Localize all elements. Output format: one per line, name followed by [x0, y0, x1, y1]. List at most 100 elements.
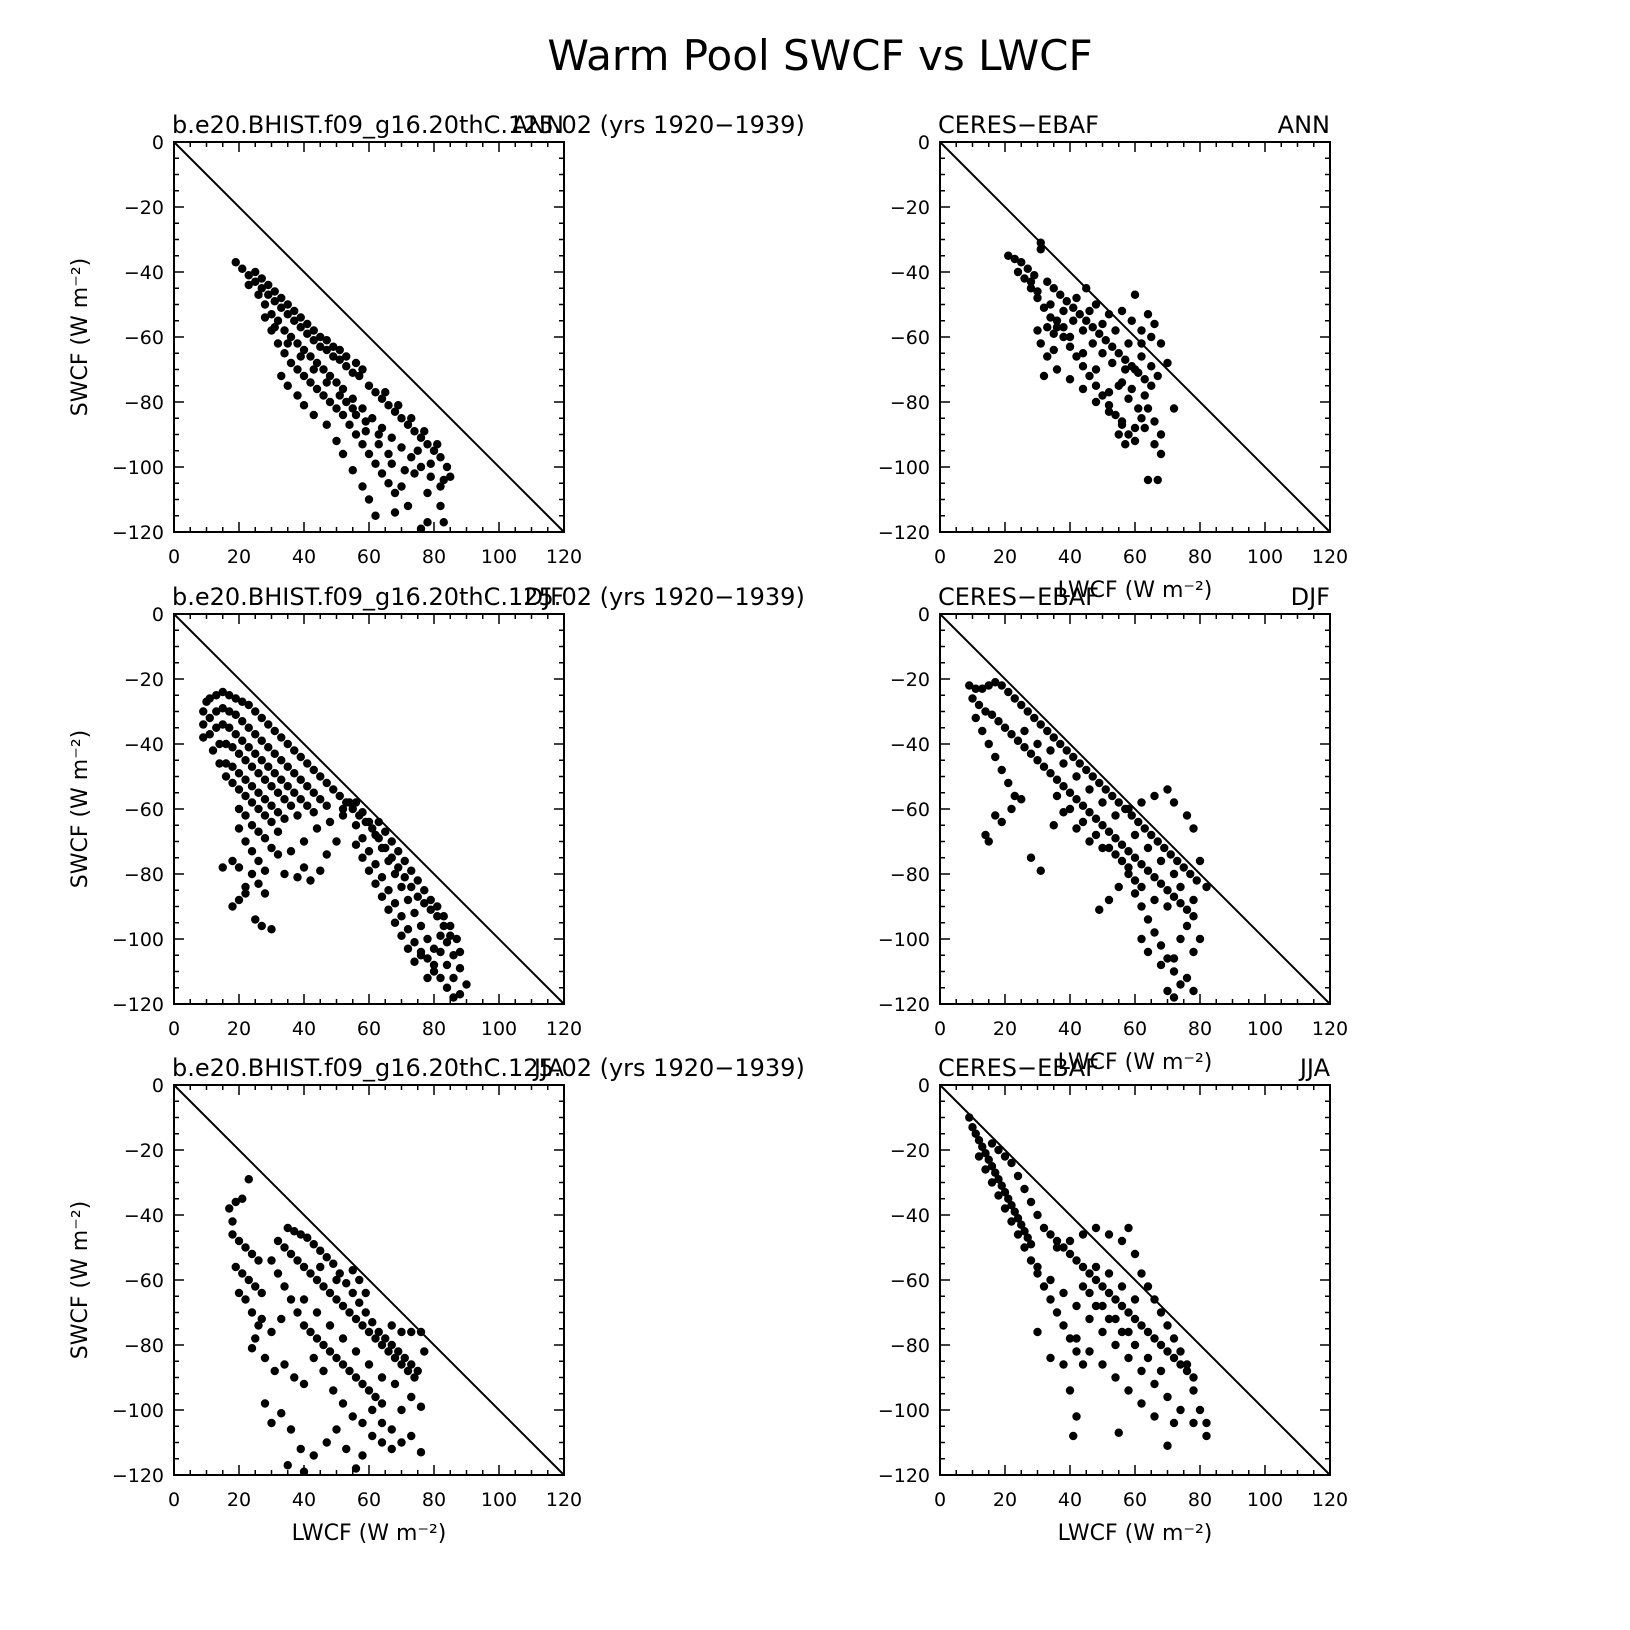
scatter-point [1078, 362, 1088, 371]
scatter-point [978, 684, 987, 693]
x-tick-label: 60 [1123, 1018, 1147, 1040]
scatter-point [1039, 762, 1049, 771]
scatter-point [1078, 1230, 1088, 1239]
scatter-point [286, 847, 296, 856]
scatter-point [264, 720, 273, 729]
scatter-point [244, 700, 253, 710]
scatter-point [1143, 843, 1153, 853]
scatter-point [1169, 954, 1179, 963]
scatter-point [423, 973, 432, 983]
scatter-point [384, 856, 393, 866]
scatter-point [436, 973, 445, 983]
scatter-point [234, 804, 244, 814]
scatter-point [387, 837, 396, 846]
scatter-point [1085, 371, 1094, 381]
scatter-point [1156, 339, 1166, 348]
scatter-point [218, 704, 227, 713]
scatter-point [446, 472, 455, 481]
scatter-point [1137, 1269, 1146, 1278]
scatter-point [1033, 1210, 1042, 1220]
scatter-point [407, 882, 416, 892]
scatter-point [368, 1405, 377, 1415]
scatter-point [1020, 1227, 1029, 1236]
scatter-point [1036, 238, 1045, 247]
scatter-point [1189, 1386, 1198, 1395]
scatter-point [1108, 791, 1117, 801]
scatter-point [290, 769, 299, 778]
scatter-point [1033, 1269, 1042, 1278]
scatter-point [1085, 837, 1094, 846]
scatter-point [1130, 830, 1140, 840]
scatter-point [260, 775, 270, 784]
y-tick-label: −20 [124, 669, 164, 691]
scatter-point [374, 817, 383, 827]
scatter-point [322, 420, 331, 429]
scatter-point [1000, 1204, 1010, 1213]
axis-ticks [939, 1084, 1331, 1476]
scatter-point [1104, 388, 1114, 397]
scatter-point [1026, 1256, 1036, 1265]
scatter-point [1085, 1269, 1094, 1278]
scatter-point [358, 853, 367, 862]
scatter-point [290, 316, 299, 325]
scatter-point [387, 459, 396, 468]
scatter-point [371, 879, 380, 888]
scatter-point [264, 280, 273, 290]
scatter-point [228, 1230, 237, 1239]
scatter-point [1124, 394, 1133, 403]
scatter-point [1117, 417, 1127, 426]
scatter-point [361, 427, 370, 436]
scatter-point [1111, 1295, 1120, 1304]
scatter-point [283, 1223, 292, 1233]
scatter-point [426, 895, 435, 905]
scatter-point [1004, 1194, 1013, 1203]
x-tick-label: 60 [1123, 546, 1147, 568]
scatter-point [332, 1275, 341, 1285]
scatter-point [1072, 1256, 1081, 1265]
scatter-point [1010, 791, 1019, 801]
figure-title: Warm Pool SWCF vs LWCF [547, 31, 1092, 80]
scatter-point [1163, 1347, 1172, 1356]
scatter-point [338, 410, 348, 420]
scatter-point [325, 1288, 335, 1298]
scatter-point [247, 1344, 257, 1353]
scatter-point [244, 1175, 253, 1184]
scatter-points [225, 1175, 429, 1476]
scatter-point [994, 717, 1003, 726]
scatter-point [1111, 850, 1120, 859]
scatter-point [1156, 1308, 1166, 1317]
scatter-point [1091, 1223, 1101, 1233]
scatter-point [338, 1399, 348, 1408]
scatter-point [338, 1334, 348, 1343]
panel-left-label: b.e20.BHIST.f09_g16.20thC.125.02 (yrs 19… [172, 111, 805, 139]
scatter-point [306, 378, 315, 387]
scatter-point [968, 1123, 977, 1132]
scatter-point [257, 284, 266, 293]
scatter-point [1095, 329, 1104, 338]
panel-right-label: JJA [532, 1054, 565, 1082]
x-tick-label: 80 [422, 1489, 446, 1511]
scatter-point [1046, 1275, 1055, 1285]
scatter-point [1124, 869, 1133, 879]
scatter-point [1182, 1366, 1192, 1376]
scatter-point [1004, 687, 1013, 697]
scatter-point [348, 1288, 357, 1298]
scatter-point [984, 681, 993, 690]
x-tick-label: 0 [168, 546, 180, 568]
scatter-point [228, 1217, 237, 1226]
scatter-point [348, 368, 357, 377]
scatter-point [1059, 1360, 1068, 1369]
scatter-point [325, 397, 335, 407]
scatter-point [283, 1461, 292, 1470]
scatter-point [1150, 1295, 1159, 1304]
scatter-point [1169, 798, 1179, 807]
scatter-point [247, 798, 257, 807]
scatter-point [241, 1243, 250, 1252]
scatter-point [322, 850, 331, 859]
scatter-point [260, 834, 270, 843]
scatter-point [984, 1155, 993, 1164]
scatter-point [1169, 1334, 1179, 1343]
scatter-point [1140, 423, 1149, 433]
x-tick-label: 80 [1188, 546, 1212, 568]
scatter-point [1043, 323, 1052, 332]
